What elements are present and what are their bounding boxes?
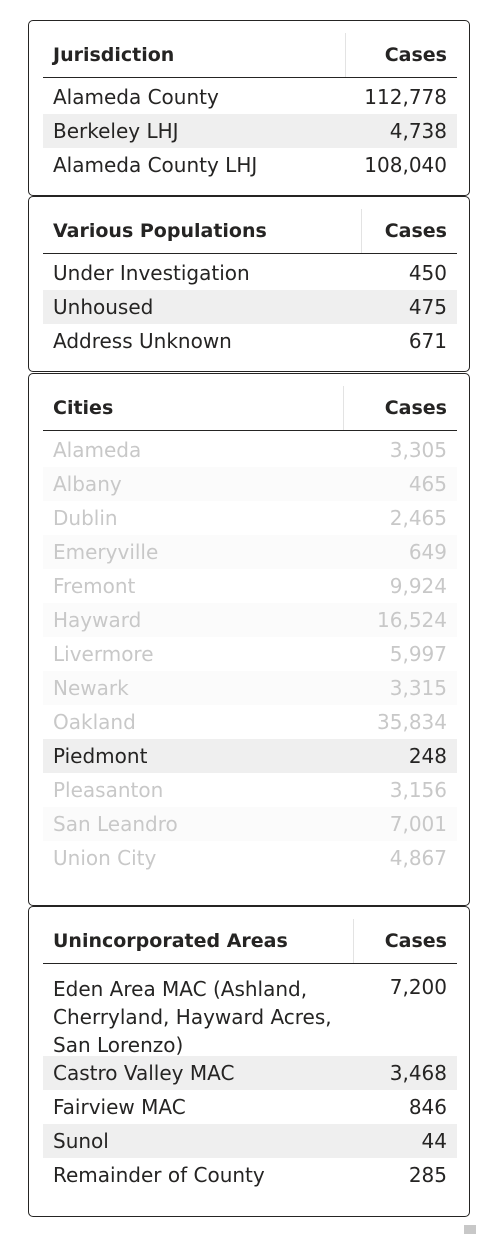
- table-row[interactable]: Oakland 35,834: [43, 705, 457, 739]
- row-cases: 846: [408, 1095, 447, 1119]
- table-row[interactable]: Emeryville 649: [43, 535, 457, 569]
- row-cases: 9,924: [389, 574, 447, 598]
- column-header-jurisdiction[interactable]: Jurisdiction: [53, 44, 175, 66]
- row-name: Newark: [53, 676, 129, 700]
- table-row[interactable]: Address Unknown 671: [43, 324, 457, 358]
- row-cases: 35,834: [377, 710, 447, 734]
- row-cases: 7,200: [389, 975, 447, 999]
- jurisdiction-table: Jurisdiction Cases Alameda County 112,77…: [43, 21, 457, 182]
- row-cases: 475: [408, 295, 447, 319]
- table-row[interactable]: Alameda 3,305: [43, 433, 457, 467]
- column-header-cases[interactable]: Cases: [384, 930, 447, 952]
- table-row-selected[interactable]: Piedmont 248: [43, 739, 457, 773]
- column-header-cities[interactable]: Cities: [53, 397, 114, 419]
- table-row[interactable]: Union City 4,867: [43, 841, 457, 875]
- row-cases: 3,468: [389, 1061, 447, 1085]
- table-header: Cities Cases: [43, 374, 457, 431]
- table-row[interactable]: Remainder of County 285: [43, 1158, 457, 1192]
- row-name: Eden Area MAC (Ashland, Cherryland, Hayw…: [53, 977, 332, 1057]
- table-row[interactable]: Pleasanton 3,156: [43, 773, 457, 807]
- column-divider[interactable]: [343, 386, 344, 430]
- table-row[interactable]: Alameda County 112,778: [43, 80, 457, 114]
- row-name: Hayward: [53, 608, 142, 632]
- table-row[interactable]: Hayward 16,524: [43, 603, 457, 637]
- table-row[interactable]: Berkeley LHJ 4,738: [43, 114, 457, 148]
- table-row[interactable]: Fremont 9,924: [43, 569, 457, 603]
- jurisdiction-table-panel: Jurisdiction Cases Alameda County 112,77…: [28, 20, 470, 196]
- table-row[interactable]: Livermore 5,997: [43, 637, 457, 671]
- row-name: Alameda: [53, 438, 142, 462]
- row-name: Sunol: [53, 1129, 109, 1153]
- column-header-cases[interactable]: Cases: [384, 44, 447, 66]
- table-header: Various Populations Cases: [43, 197, 457, 254]
- row-name: Piedmont: [53, 744, 148, 768]
- table-row[interactable]: Eden Area MAC (Ashland, Cherryland, Hayw…: [43, 966, 457, 1057]
- row-name: Castro Valley MAC: [53, 1061, 235, 1085]
- row-cases: 2,465: [389, 506, 447, 530]
- row-cases: 7,001: [389, 812, 447, 836]
- populations-table-panel: Various Populations Cases Under Investig…: [28, 196, 470, 372]
- table-row[interactable]: Dublin 2,465: [43, 501, 457, 535]
- populations-table: Various Populations Cases Under Investig…: [43, 197, 457, 358]
- row-name: Dublin: [53, 506, 118, 530]
- column-divider[interactable]: [345, 33, 346, 77]
- row-name: Oakland: [53, 710, 136, 734]
- row-cases: 3,315: [389, 676, 447, 700]
- table-row[interactable]: Alameda County LHJ 108,040: [43, 148, 457, 182]
- column-divider[interactable]: [353, 919, 354, 963]
- row-name: Emeryville: [53, 540, 159, 564]
- row-name: Under Investigation: [53, 261, 250, 285]
- table-row[interactable]: Newark 3,315: [43, 671, 457, 705]
- row-name: Berkeley LHJ: [53, 119, 179, 143]
- row-cases: 3,156: [389, 778, 447, 802]
- row-cases: 4,738: [389, 119, 447, 143]
- row-name: Livermore: [53, 642, 154, 666]
- row-cases: 671: [408, 329, 447, 353]
- row-name: Union City: [53, 846, 157, 870]
- row-name: Pleasanton: [53, 778, 164, 802]
- resize-grip-icon[interactable]: [464, 1225, 476, 1234]
- row-cases: 649: [408, 540, 447, 564]
- table-row[interactable]: Unhoused 475: [43, 290, 457, 324]
- row-cases: 112,778: [364, 85, 447, 109]
- cities-table: Cities Cases Alameda 3,305 Albany 465 Du…: [43, 374, 457, 875]
- row-cases: 450: [408, 261, 447, 285]
- row-name: Fairview MAC: [53, 1095, 186, 1119]
- row-cases: 108,040: [364, 153, 447, 177]
- row-cases: 4,867: [389, 846, 447, 870]
- row-cases: 465: [408, 472, 447, 496]
- table-row[interactable]: Under Investigation 450: [43, 256, 457, 290]
- table-header: Unincorporated Areas Cases: [43, 907, 457, 964]
- unincorporated-table-panel: Unincorporated Areas Cases Eden Area MAC…: [28, 906, 470, 1217]
- table-row[interactable]: Albany 465: [43, 467, 457, 501]
- row-name: Unhoused: [53, 295, 154, 319]
- table-header: Jurisdiction Cases: [43, 21, 457, 78]
- row-name: Fremont: [53, 574, 136, 598]
- row-name: Remainder of County: [53, 1163, 265, 1187]
- table-row[interactable]: Castro Valley MAC 3,468: [43, 1056, 457, 1090]
- column-header-unincorporated[interactable]: Unincorporated Areas: [53, 930, 288, 952]
- row-cases: 5,997: [389, 642, 447, 666]
- row-cases: 3,305: [389, 438, 447, 462]
- row-name: San Leandro: [53, 812, 178, 836]
- column-header-cases[interactable]: Cases: [384, 220, 447, 242]
- table-row[interactable]: Sunol 44: [43, 1124, 457, 1158]
- table-row[interactable]: Fairview MAC 846: [43, 1090, 457, 1124]
- row-name: Alameda County LHJ: [53, 153, 258, 177]
- column-divider[interactable]: [361, 209, 362, 253]
- row-cases: 44: [421, 1129, 447, 1153]
- row-name: Albany: [53, 472, 122, 496]
- row-cases: 248: [408, 744, 447, 768]
- row-name: Alameda County: [53, 85, 219, 109]
- row-name: Address Unknown: [53, 329, 232, 353]
- column-header-cases[interactable]: Cases: [384, 397, 447, 419]
- row-cases: 16,524: [377, 608, 447, 632]
- unincorporated-table: Unincorporated Areas Cases Eden Area MAC…: [43, 907, 457, 1192]
- row-cases: 285: [408, 1163, 447, 1187]
- column-header-populations[interactable]: Various Populations: [53, 220, 267, 242]
- table-row[interactable]: San Leandro 7,001: [43, 807, 457, 841]
- cities-table-panel: Cities Cases Alameda 3,305 Albany 465 Du…: [28, 373, 470, 906]
